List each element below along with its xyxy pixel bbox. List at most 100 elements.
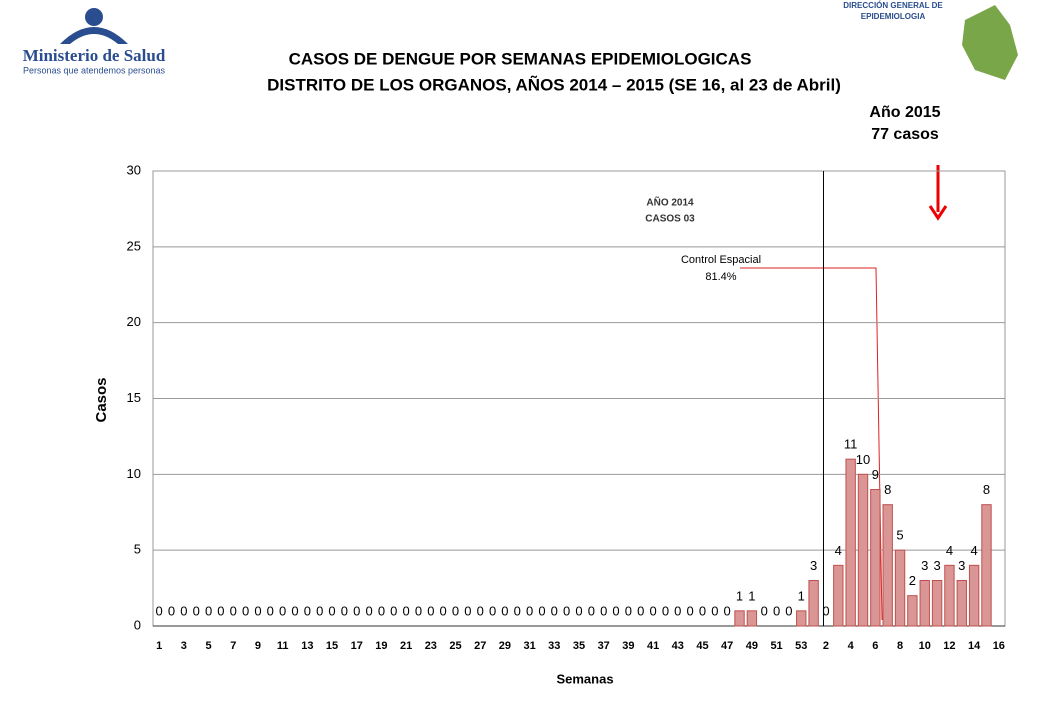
bar	[894, 549, 906, 627]
y-tick-label: 20	[127, 314, 141, 329]
x-tick-label: 1	[156, 640, 162, 652]
x-tick-label: 16	[993, 640, 1005, 652]
data-label: 3	[958, 558, 965, 573]
data-label: 0	[687, 603, 694, 618]
data-label: 0	[514, 603, 521, 618]
data-label: 2	[909, 573, 916, 588]
data-label: 0	[575, 603, 582, 618]
bar	[981, 504, 992, 627]
y-tick-label: 10	[127, 466, 141, 481]
data-label: 0	[477, 603, 484, 618]
data-label: 3	[921, 558, 928, 573]
x-tick-label: 4	[848, 640, 855, 652]
data-label: 0	[205, 603, 212, 618]
data-label: 0	[538, 603, 545, 618]
bar	[808, 580, 819, 627]
org-motto: Personas que atendemos personas	[23, 65, 166, 75]
x-tick-label: 10	[919, 640, 931, 652]
x-tick-label: 17	[351, 640, 363, 652]
data-label: 0	[328, 603, 335, 618]
chart-subtitle: DISTRITO DE LOS ORGANOS, AÑOS 2014 – 201…	[267, 74, 841, 94]
x-tick-label: 45	[696, 640, 708, 652]
y-axis-label: Casos	[93, 377, 110, 422]
x-tick-label: 6	[872, 640, 878, 652]
x-tick-label: 37	[598, 640, 610, 652]
x-tick-label: 19	[375, 640, 387, 652]
data-label: 0	[501, 603, 508, 618]
data-label: 0	[662, 603, 669, 618]
data-label: 0	[637, 603, 644, 618]
agency: DIRECCIÓN GENERAL DE	[843, 1, 943, 10]
data-label: 0	[822, 603, 829, 618]
bar	[845, 458, 856, 627]
bar	[796, 610, 807, 627]
x-tick-label: 3	[181, 640, 187, 652]
x-tick-label: 53	[795, 640, 807, 652]
x-tick-label: 2	[823, 640, 829, 652]
data-label: 9	[872, 467, 879, 482]
data-label: 0	[242, 603, 249, 618]
annotation: Control Espacial	[681, 254, 761, 266]
data-label: 0	[279, 603, 286, 618]
x-tick-label: 7	[230, 640, 236, 652]
x-tick-label: 33	[548, 640, 560, 652]
data-label: 0	[649, 603, 656, 618]
data-label: 8	[884, 482, 891, 497]
data-label: 0	[551, 603, 558, 618]
data-label: 0	[156, 603, 163, 618]
data-label: 0	[773, 603, 780, 618]
bar	[857, 473, 869, 627]
data-label: 0	[168, 603, 175, 618]
data-label: 0	[180, 603, 187, 618]
chart-title: CASOS DE DENGUE POR SEMANAS EPIDEMIOLOGI…	[289, 49, 752, 68]
data-label: 0	[711, 603, 718, 618]
bar	[882, 504, 893, 627]
data-label: 0	[452, 603, 459, 618]
x-tick-label: 21	[400, 640, 412, 652]
data-label: 0	[699, 603, 706, 618]
data-label: 0	[785, 603, 792, 618]
x-tick-label: 14	[968, 640, 981, 652]
data-label: 0	[440, 603, 447, 618]
data-label: 4	[946, 543, 953, 558]
data-label: 0	[365, 603, 372, 618]
data-label: 5	[896, 528, 903, 543]
bar	[944, 564, 955, 627]
data-label: 0	[304, 603, 311, 618]
y-tick-label: 15	[127, 390, 141, 405]
x-tick-label: 25	[449, 640, 461, 652]
x-tick-label: 13	[301, 640, 313, 652]
agency: EPIDEMIOLOGIA	[861, 12, 926, 21]
bar	[734, 610, 745, 627]
annotation: Año 2015	[869, 104, 940, 121]
bar	[746, 610, 758, 627]
bar	[919, 580, 930, 627]
x-tick-label: 29	[499, 640, 511, 652]
org-name: Ministerio de Salud	[23, 46, 166, 65]
bar	[907, 595, 918, 627]
x-tick-label: 23	[425, 640, 437, 652]
x-tick-label: 51	[770, 640, 782, 652]
data-label: 0	[588, 603, 595, 618]
data-label: 8	[983, 482, 990, 497]
x-tick-label: 12	[943, 640, 955, 652]
data-label: 4	[835, 543, 842, 558]
data-label: 0	[193, 603, 200, 618]
data-label: 0	[341, 603, 348, 618]
data-label: 0	[563, 603, 570, 618]
data-label: 0	[378, 603, 385, 618]
y-tick-label: 5	[134, 542, 141, 557]
x-tick-label: 31	[523, 640, 535, 652]
logo-arms	[60, 27, 128, 44]
data-label: 3	[933, 558, 940, 573]
x-tick-label: 35	[573, 640, 585, 652]
data-label: 0	[600, 603, 607, 618]
data-label: 0	[526, 603, 533, 618]
data-label: 0	[761, 603, 768, 618]
data-label: 4	[971, 543, 978, 558]
x-tick-label: 5	[206, 640, 212, 652]
x-tick-label: 15	[326, 640, 338, 652]
data-label: 1	[748, 588, 755, 603]
data-label: 0	[390, 603, 397, 618]
